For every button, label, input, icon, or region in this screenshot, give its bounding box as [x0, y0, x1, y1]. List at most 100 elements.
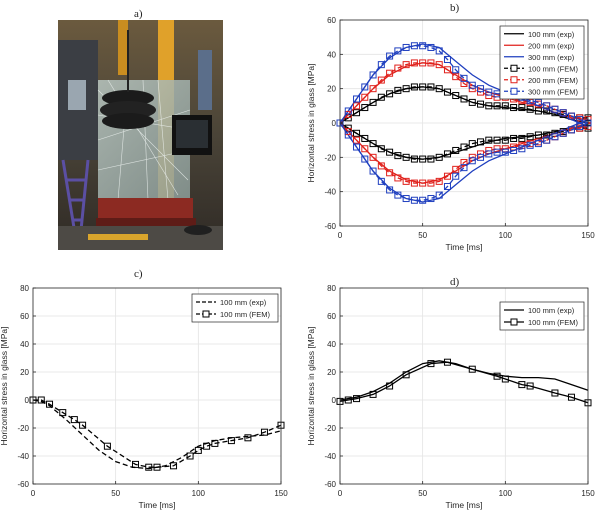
legend-marker: [510, 76, 518, 84]
x-axis-label: Time [ms]: [446, 242, 483, 252]
series-marker: [534, 107, 542, 115]
series-line: [32, 399, 282, 470]
x-tick-label: 100: [499, 231, 513, 240]
series-marker: [468, 365, 476, 373]
series-marker: [518, 145, 526, 153]
series-marker: [526, 382, 534, 390]
y-tick-label: 80: [327, 284, 336, 293]
series-marker: [419, 196, 427, 204]
y-tick-label: -60: [17, 480, 29, 489]
series-marker: [170, 462, 178, 470]
series-marker: [410, 42, 418, 50]
x-tick-label: 150: [274, 489, 288, 498]
series-marker: [145, 463, 153, 471]
legend-marker: [510, 318, 518, 326]
series-marker: [468, 157, 476, 165]
series-marker: [427, 83, 435, 91]
y-tick-label: 80: [20, 284, 29, 293]
series-marker: [353, 143, 361, 151]
series-marker: [46, 400, 54, 408]
series-marker: [377, 61, 385, 69]
y-tick-label: 20: [327, 368, 336, 377]
series-marker: [386, 382, 394, 390]
series-marker: [353, 136, 361, 144]
series-marker: [344, 107, 352, 115]
series-marker: [443, 55, 451, 63]
series-marker: [493, 136, 501, 144]
series-marker: [419, 155, 427, 163]
axes-box: [339, 287, 589, 485]
series-marker: [344, 396, 352, 404]
series-marker: [369, 390, 377, 398]
series-marker: [468, 98, 476, 106]
series-marker: [386, 90, 394, 98]
series-marker: [369, 98, 377, 106]
series-marker: [543, 102, 551, 110]
legend-box: [499, 25, 585, 100]
series-marker: [435, 85, 443, 93]
series-marker: [526, 105, 534, 113]
y-tick-label: 60: [327, 16, 336, 25]
panel-label-b: b): [450, 2, 460, 14]
series-marker: [386, 52, 394, 60]
series-marker: [402, 177, 410, 185]
y-tick-label: -20: [324, 153, 336, 162]
y-tick-label: -20: [17, 424, 29, 433]
series-marker: [435, 47, 443, 55]
series-line: [339, 86, 588, 124]
series-marker: [386, 186, 394, 194]
series-marker: [443, 150, 451, 158]
legend-label: 100 mm (FEM): [528, 64, 579, 73]
series-marker: [377, 162, 385, 170]
series-marker: [186, 452, 194, 460]
y-tick-label: -60: [324, 222, 336, 231]
y-tick-label: 20: [20, 368, 29, 377]
series-marker: [377, 93, 385, 101]
series-marker: [485, 150, 493, 158]
series-marker: [132, 460, 140, 468]
series-marker: [468, 140, 476, 148]
y-tick-label: -60: [324, 480, 336, 489]
x-tick-label: 100: [192, 489, 206, 498]
series-marker: [37, 396, 45, 404]
series-marker: [443, 358, 451, 366]
series-marker: [427, 59, 435, 67]
series-marker: [518, 104, 526, 112]
series-marker: [443, 172, 451, 180]
series-marker: [419, 179, 427, 187]
series-marker: [103, 442, 111, 450]
series-marker: [344, 131, 352, 139]
series-marker: [410, 196, 418, 204]
series-marker: [410, 83, 418, 91]
series-marker: [394, 152, 402, 160]
series-marker: [551, 389, 559, 397]
series-marker: [353, 395, 361, 403]
series-marker: [394, 64, 402, 72]
series-marker: [477, 100, 485, 108]
series-marker: [361, 145, 369, 153]
photo-icon: [58, 20, 223, 250]
series-marker: [369, 153, 377, 161]
series-marker: [551, 133, 559, 141]
series-marker: [567, 393, 575, 401]
series-marker: [501, 148, 509, 156]
series-marker: [194, 446, 202, 454]
series-marker: [402, 371, 410, 379]
y-axis-label: Horizontal stress in glass [MPa]: [306, 326, 316, 445]
series-marker: [518, 134, 526, 142]
series-marker: [460, 80, 468, 88]
series-marker: [369, 140, 377, 148]
series-marker: [361, 83, 369, 91]
x-axis-label: Time [ms]: [446, 500, 483, 510]
y-tick-label: 40: [327, 50, 336, 59]
series-marker: [526, 141, 534, 149]
legend-marker: [510, 64, 518, 72]
series-marker: [460, 164, 468, 172]
series-marker: [402, 61, 410, 69]
series-marker: [410, 179, 418, 187]
chart-c: 0 50 100 150 -60 -40 -20 0 20 40 60 80 Time [ms] Hori…: [0, 284, 288, 510]
series-marker: [386, 148, 394, 156]
series-marker: [526, 133, 534, 141]
series-marker: [443, 88, 451, 96]
y-tick-label: 20: [327, 85, 336, 94]
